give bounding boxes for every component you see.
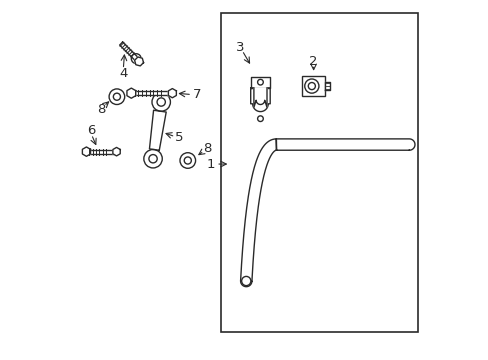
Polygon shape [133,91,170,95]
Polygon shape [250,77,270,88]
Circle shape [241,276,250,285]
Circle shape [131,54,141,63]
Text: 4: 4 [119,67,127,80]
Text: 5: 5 [174,131,183,144]
Text: 8: 8 [97,103,105,116]
Text: 7: 7 [192,89,201,102]
Polygon shape [120,42,139,61]
Polygon shape [168,89,176,98]
Polygon shape [240,139,414,287]
Circle shape [152,93,170,111]
Polygon shape [88,149,114,154]
Polygon shape [250,88,270,112]
Circle shape [257,79,263,85]
Polygon shape [253,88,266,107]
Text: 2: 2 [309,55,317,68]
Text: 6: 6 [87,124,95,137]
Polygon shape [325,82,330,90]
Circle shape [143,149,162,168]
Polygon shape [113,147,120,156]
Polygon shape [134,57,143,66]
Bar [221,13,417,332]
Text: 8: 8 [203,141,211,154]
Text: 1: 1 [206,158,215,171]
Bar [302,76,325,96]
Polygon shape [82,147,90,156]
Polygon shape [127,88,136,98]
Polygon shape [149,110,166,150]
Text: 3: 3 [236,41,244,54]
Circle shape [257,116,263,122]
Circle shape [109,89,124,104]
Circle shape [180,153,195,168]
